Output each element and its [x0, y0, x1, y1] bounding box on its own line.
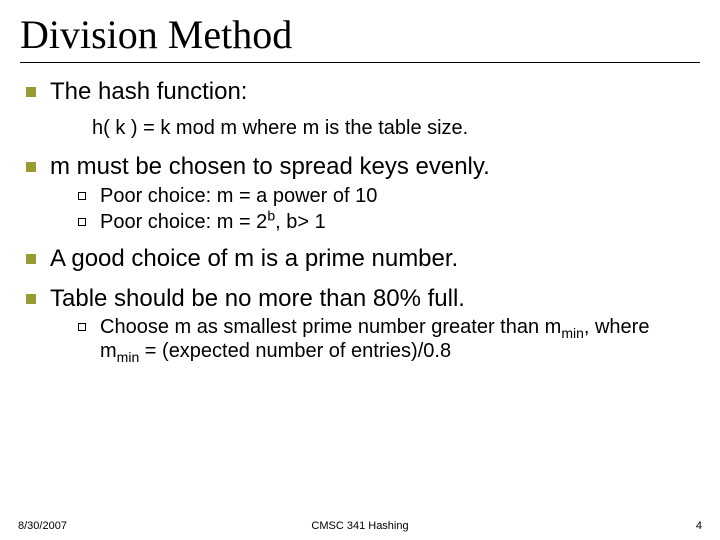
bullet-text: The hash function: [50, 77, 700, 106]
hash-formula: h( k ) = k mod m where m is the table si… [92, 116, 700, 140]
text-part: Poor choice: m = 2 [100, 211, 267, 233]
bullet-table-80pct: Table should be no more than 80% full. C… [20, 284, 700, 364]
slide-title: Division Method [20, 14, 700, 56]
text-part: = (expected number of entries)/0.8 [139, 340, 451, 362]
subscript-min: min [117, 349, 140, 365]
bullet-list-lvl2: Choose m as smallest prime number greate… [50, 315, 700, 364]
sub-bullet-poor-choice-2: Poor choice: m = 2b, b> 1 [50, 210, 700, 234]
bullet-hash-function: The hash function: [20, 77, 700, 106]
footer-page-number: 4 [696, 520, 702, 532]
sub-bullet-poor-choice-1: Poor choice: m = a power of 10 [50, 184, 700, 208]
title-underline [20, 62, 700, 63]
bullet-list-lvl1-cont: m must be chosen to spread keys evenly. … [20, 152, 700, 363]
text-part: m [100, 340, 117, 362]
bullet-good-choice-prime: A good choice of m is a prime number. [20, 244, 700, 273]
bullet-text: A good choice of m is a prime number. [50, 244, 700, 273]
superscript-b: b [267, 207, 275, 223]
footer-center: CMSC 341 Hashing [0, 520, 720, 532]
text-part: Choose m as smallest prime number greate… [100, 316, 561, 338]
bullet-text: Table should be no more than 80% full. [50, 284, 700, 313]
slide: Division Method The hash function: h( k … [0, 0, 720, 540]
text-part: , where [584, 316, 650, 338]
bullet-m-choice: m must be chosen to spread keys evenly. … [20, 152, 700, 234]
bullet-list-lvl2: Poor choice: m = a power of 10 Poor choi… [50, 184, 700, 235]
bullet-list-lvl1: The hash function: [20, 77, 700, 106]
text-part: , b> 1 [275, 211, 326, 233]
bullet-text: m must be chosen to spread keys evenly. [50, 152, 700, 181]
subscript-min: min [561, 325, 584, 341]
sub-bullet-choose-m: Choose m as smallest prime number greate… [50, 315, 700, 364]
